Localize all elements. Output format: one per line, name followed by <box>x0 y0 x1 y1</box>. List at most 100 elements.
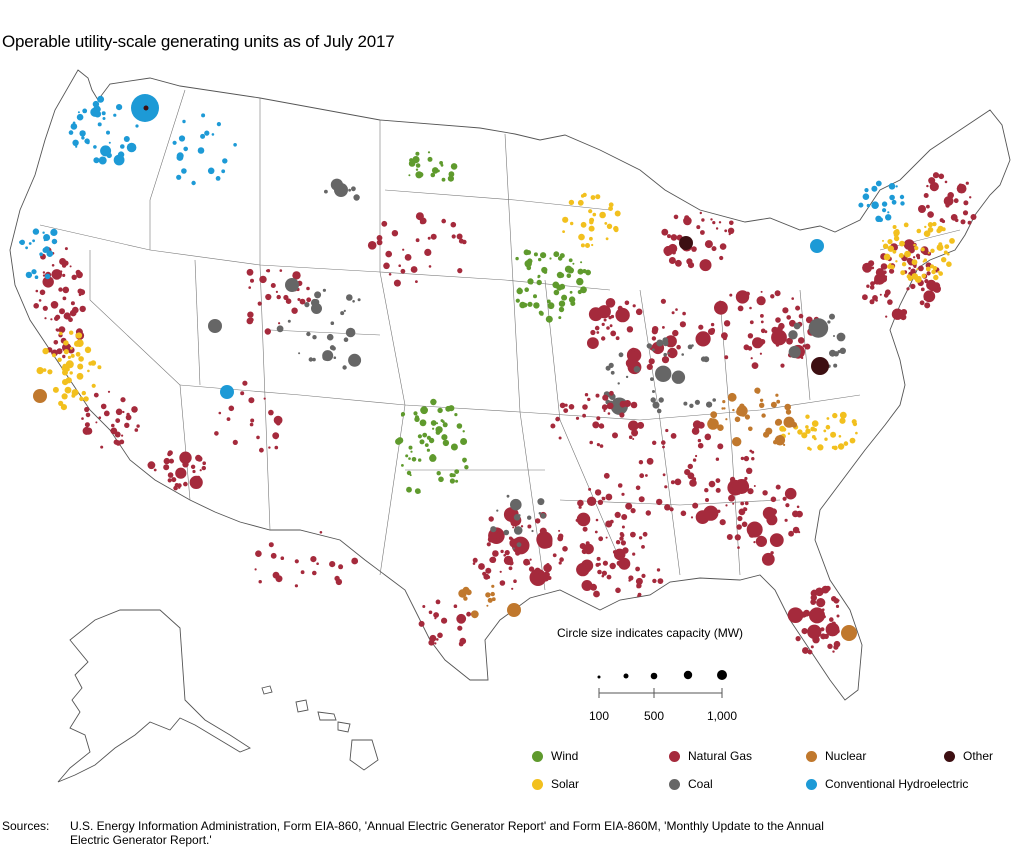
generating-unit-dot <box>57 357 62 362</box>
generating-unit-dot <box>601 496 606 501</box>
generating-unit-dot <box>753 541 756 544</box>
generating-unit-dot <box>528 566 535 572</box>
generating-unit-dot <box>710 218 713 221</box>
generating-unit-dot <box>515 256 519 261</box>
scale-dot-750 <box>683 670 693 680</box>
generating-unit-dot <box>885 315 888 318</box>
generating-unit-dot <box>891 199 897 205</box>
generating-unit-dot <box>827 320 831 324</box>
generating-unit-dot <box>663 352 667 357</box>
generating-unit-dot <box>437 632 443 639</box>
generating-unit-dot <box>918 265 924 272</box>
generating-unit-dot <box>608 202 614 208</box>
generating-unit-dot <box>59 308 65 315</box>
generating-unit-dot <box>869 299 875 305</box>
generating-unit-dot <box>889 194 895 201</box>
generating-unit-dot <box>441 177 446 182</box>
generating-unit-dot <box>405 454 409 458</box>
generating-unit-dot <box>756 391 760 394</box>
generating-unit-dot <box>418 620 425 627</box>
generating-unit-dot <box>120 397 126 403</box>
generating-unit-dot <box>672 329 679 337</box>
generating-unit-dot <box>559 283 566 290</box>
generating-unit-dot <box>614 210 621 217</box>
generating-unit-dot <box>606 326 610 330</box>
generating-unit-dot <box>445 405 452 412</box>
generating-unit-dot <box>264 328 271 335</box>
generating-unit-dot <box>70 301 75 306</box>
generating-unit-dot <box>953 198 959 204</box>
generating-unit-dot <box>424 248 432 256</box>
generating-unit-dot <box>177 483 182 488</box>
generating-unit-dot <box>93 157 100 164</box>
generating-unit-dot <box>111 423 115 428</box>
generating-unit-dot <box>768 521 773 526</box>
generating-unit-dot <box>695 331 711 347</box>
generating-unit-dot <box>192 469 196 474</box>
generating-unit-dot <box>85 412 91 418</box>
generating-unit-dot <box>490 591 495 597</box>
generating-unit-dot <box>65 360 74 369</box>
generating-unit-dot <box>811 420 819 427</box>
generating-unit-dot <box>70 353 75 358</box>
generating-unit-dot <box>580 261 583 264</box>
generating-unit-dot <box>655 365 672 382</box>
generating-unit-dot <box>801 432 808 439</box>
generating-unit-dot <box>708 480 716 488</box>
generating-unit-dot <box>838 435 842 438</box>
generating-unit-dot <box>588 487 592 491</box>
generating-unit-dot <box>923 290 936 303</box>
generating-unit-dot <box>787 607 804 623</box>
generating-unit-dot <box>393 279 401 287</box>
generating-unit-dot <box>577 499 584 507</box>
generating-unit-dot <box>882 270 887 275</box>
generating-unit-dot <box>881 201 888 207</box>
generating-unit-dot <box>684 215 690 221</box>
generating-unit-dot <box>613 225 619 232</box>
generating-unit-dot <box>300 570 305 575</box>
generating-unit-dot <box>453 604 458 608</box>
generating-unit-dot <box>662 337 669 344</box>
generating-unit-dot <box>131 406 138 413</box>
generating-unit-dot <box>704 488 709 493</box>
generating-unit-dot <box>588 209 593 214</box>
generating-unit-dot <box>621 492 625 496</box>
generating-unit-dot <box>904 250 911 258</box>
generating-unit-dot <box>875 180 882 187</box>
generating-unit-dot <box>736 408 744 416</box>
generating-unit-dot <box>657 578 664 584</box>
generating-unit-dot <box>555 416 560 422</box>
generating-unit-dot <box>870 281 875 286</box>
generating-unit-dot <box>778 322 785 330</box>
scale-label-1000: 1,000 <box>707 709 738 723</box>
generating-unit-dot <box>630 401 638 409</box>
generating-unit-dot <box>786 337 793 345</box>
generating-unit-dot <box>52 353 56 358</box>
generating-unit-dot <box>737 305 744 312</box>
generating-unit-dot <box>456 423 463 429</box>
generating-unit-dot <box>248 397 255 404</box>
generating-unit-dot <box>428 437 435 444</box>
generating-unit-dot <box>873 278 881 285</box>
generating-unit-dot <box>61 263 67 268</box>
generating-unit-dot <box>482 571 487 576</box>
generating-unit-dot <box>807 649 813 655</box>
generating-unit-dot <box>312 357 316 362</box>
generating-unit-dot <box>833 335 835 337</box>
generating-unit-dot <box>895 185 898 188</box>
generating-unit-dot <box>536 279 542 286</box>
generating-unit-dot <box>76 271 83 279</box>
generating-unit-dot <box>500 549 504 554</box>
generating-unit-dot <box>594 489 602 496</box>
generating-unit-dot <box>408 457 411 460</box>
generating-unit-dot <box>783 443 786 446</box>
generating-unit-dot <box>898 253 904 258</box>
generating-unit-dot <box>665 428 669 433</box>
generating-unit-dot <box>610 330 617 337</box>
generating-unit-dot <box>631 347 636 352</box>
generating-unit-dot <box>38 299 42 302</box>
generating-unit-dot <box>577 199 584 206</box>
generating-unit-dot <box>669 245 674 251</box>
generating-unit-dot <box>533 302 540 309</box>
generating-unit-dot <box>967 220 972 225</box>
